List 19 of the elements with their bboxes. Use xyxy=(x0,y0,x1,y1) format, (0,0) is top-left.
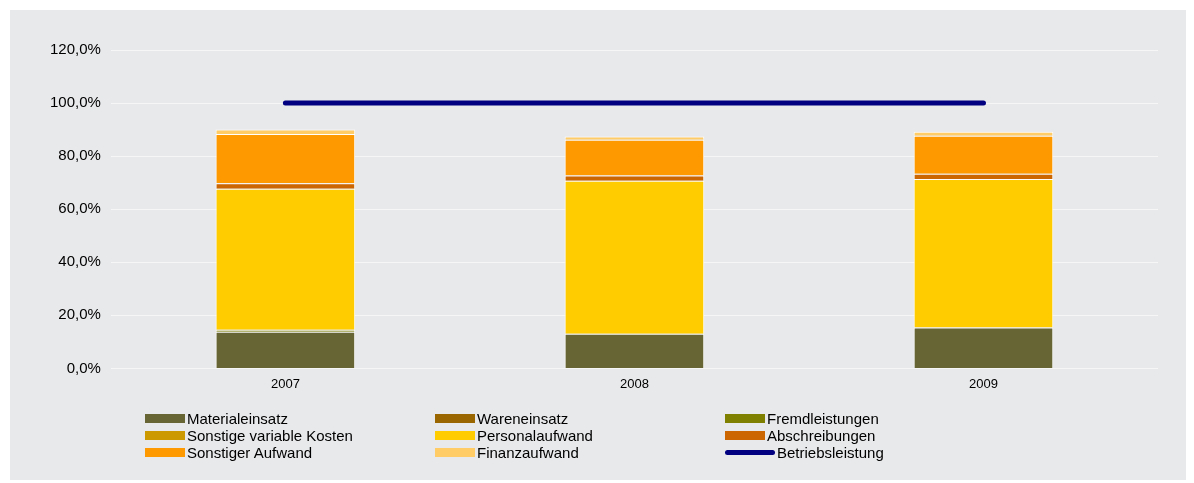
legend-label: Betriebsleistung xyxy=(777,444,884,461)
y-tick-label: 0,0% xyxy=(66,358,101,376)
legend-label: Materialeinsatz xyxy=(187,410,288,427)
y-tick-label: 100,0% xyxy=(50,93,101,111)
y-tick-label: 40,0% xyxy=(58,252,101,270)
legend-label: Finanzaufwand xyxy=(477,444,579,461)
legend-label: Abschreibungen xyxy=(767,427,876,444)
y-tick-label: 20,0% xyxy=(58,305,101,323)
legend-label: Sonstiger Aufwand xyxy=(187,444,313,461)
legend-label: Personalaufwand xyxy=(477,427,593,444)
y-tick-label: 80,0% xyxy=(58,146,101,164)
y-tick-label: 120,0% xyxy=(50,40,101,58)
x-tick-label: 2008 xyxy=(619,375,649,391)
legend-label: Wareneinsatz xyxy=(477,410,569,427)
y-tick-label: 60,0% xyxy=(58,199,101,217)
legend-label: Fremdleistungen xyxy=(767,410,879,427)
x-tick-label: 2007 xyxy=(270,375,300,391)
x-tick-label: 2009 xyxy=(969,375,998,391)
legend-label: Sonstige variable Kosten xyxy=(187,427,353,444)
